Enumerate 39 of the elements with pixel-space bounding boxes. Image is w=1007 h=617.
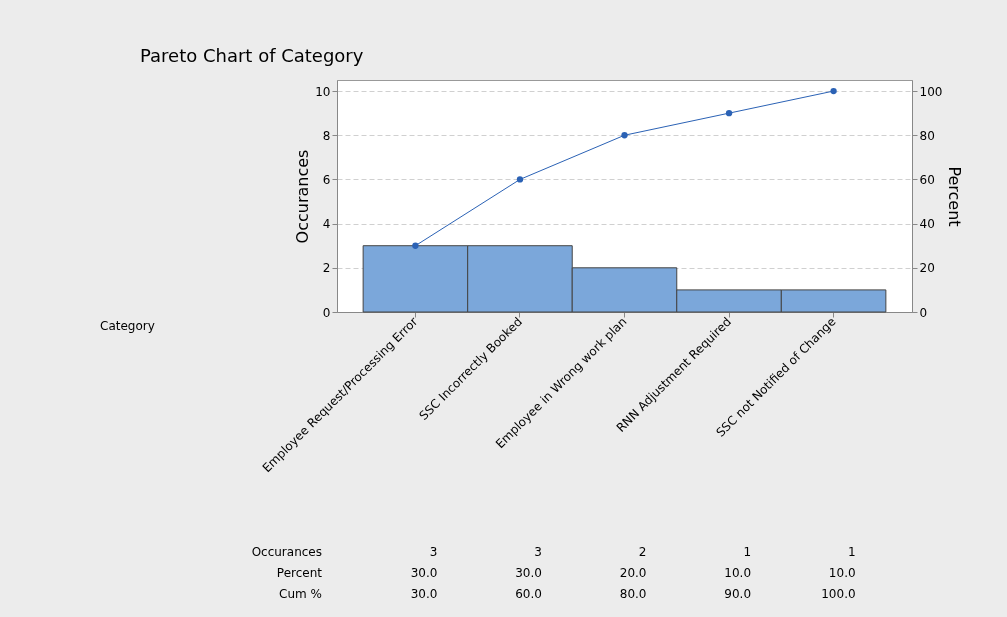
y2-tick-label: 0 <box>919 305 928 320</box>
point <box>830 87 837 95</box>
data-label: 80.0 <box>619 587 647 601</box>
y2-axis-title: Percent <box>945 166 965 227</box>
y2-tick-label: 20 <box>919 261 935 276</box>
data-label: 90.0 <box>724 587 752 601</box>
y-tick-label: 0 <box>322 305 331 320</box>
y-tick-label: 2 <box>322 261 331 276</box>
data-label: 100.0 <box>821 587 856 601</box>
text: 30.0 <box>515 566 542 580</box>
text: 30.0 <box>410 566 438 580</box>
point <box>725 109 733 117</box>
text: Percent <box>276 566 323 580</box>
data-label: 30.0 <box>410 587 438 601</box>
y2-tick-label: 40 <box>919 217 935 232</box>
y-axis-title: Occurances <box>293 149 313 244</box>
text: 20.0 <box>619 566 647 580</box>
data-label: 1 <box>743 545 752 559</box>
data-label: 60.0 <box>515 587 542 601</box>
y2-tick-label: 100 <box>919 84 943 99</box>
data-label: 2 <box>638 545 647 559</box>
text: Occurances <box>251 545 322 559</box>
y-tick-label: 4 <box>322 217 331 232</box>
y-tick-label: 8 <box>322 128 331 143</box>
y2-tick-label: 60 <box>919 172 935 187</box>
text: Cum % <box>279 587 322 601</box>
y-tick-label: 10 <box>315 84 331 99</box>
data-label: 3 <box>429 545 438 559</box>
text: Category <box>100 319 155 333</box>
data-label: 3 <box>534 545 542 559</box>
text: 10.0 <box>724 566 752 580</box>
point <box>516 176 524 183</box>
chart-title: Pareto Chart of Category <box>140 45 364 66</box>
y-tick-label: 6 <box>322 172 331 187</box>
point <box>412 242 419 249</box>
text: 10.0 <box>828 566 856 580</box>
y2-tick-label: 80 <box>919 128 935 143</box>
point <box>621 132 628 139</box>
data-label: 1 <box>847 545 856 559</box>
